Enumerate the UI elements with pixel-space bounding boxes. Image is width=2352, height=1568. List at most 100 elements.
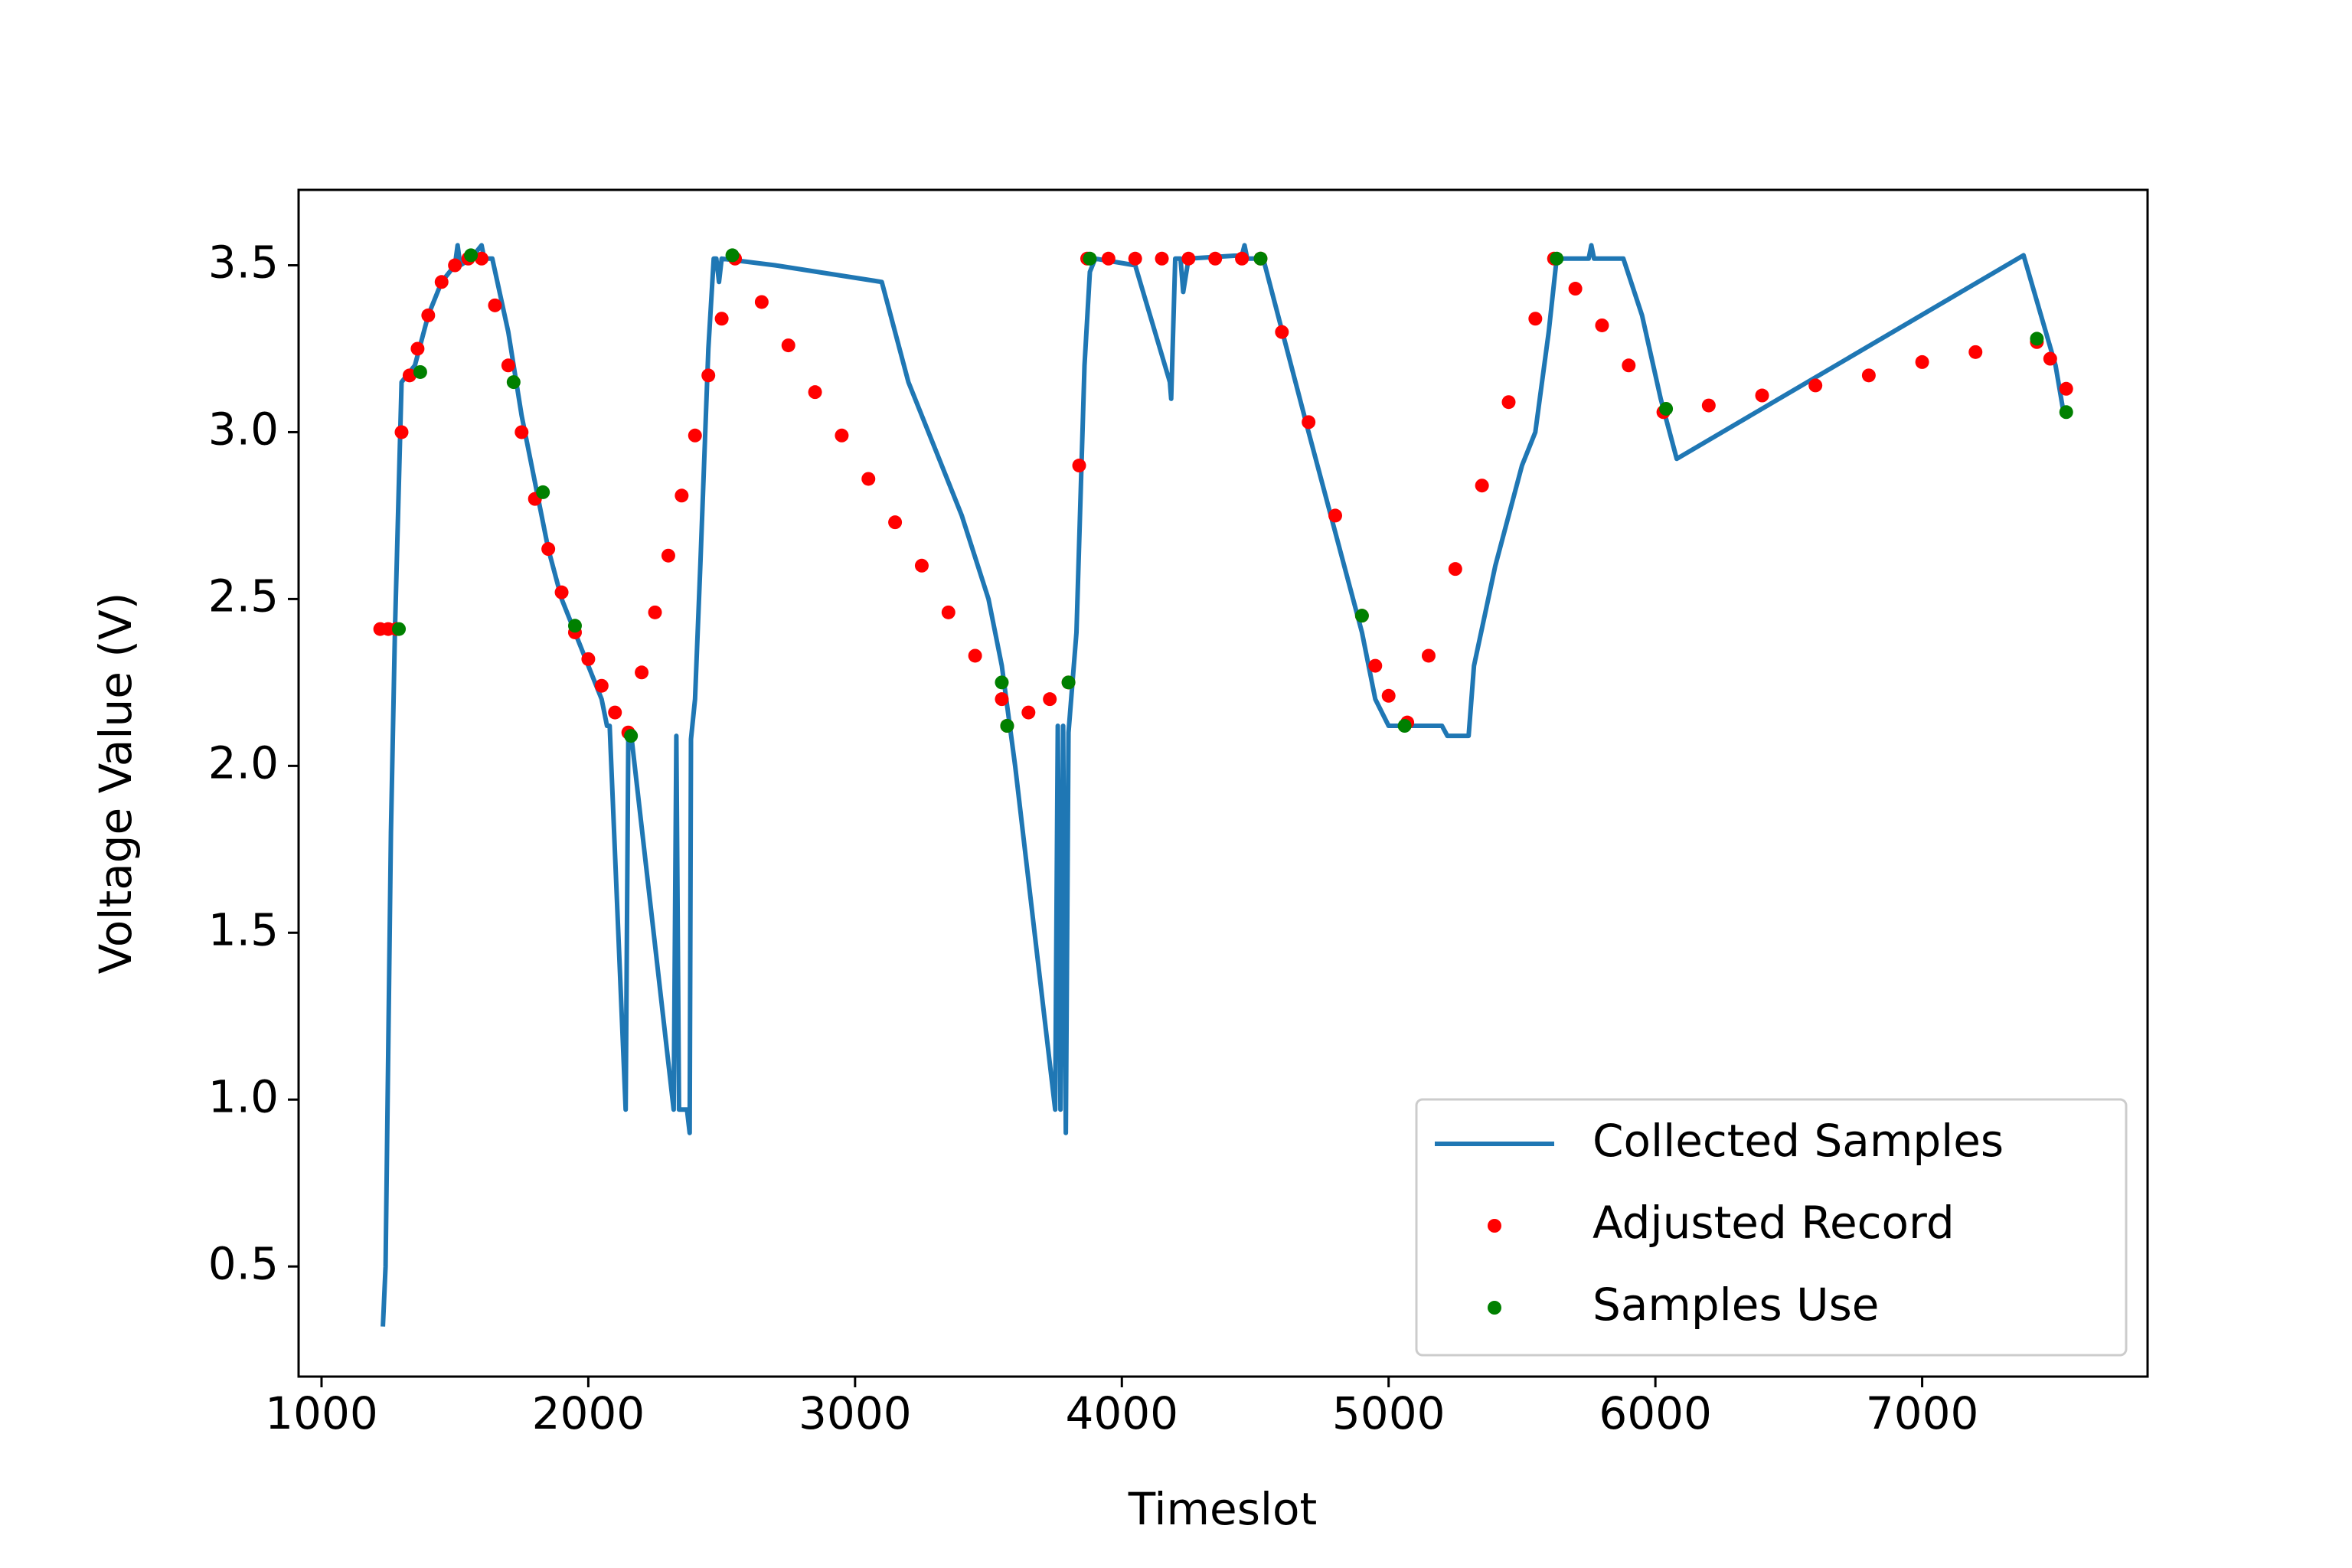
data-point — [410, 341, 425, 356]
data-point — [1128, 251, 1142, 266]
data-point — [1595, 318, 1609, 332]
data-point — [475, 251, 489, 266]
data-point — [661, 548, 675, 563]
data-point — [995, 675, 1009, 690]
data-point — [2030, 332, 2044, 346]
data-point — [1072, 459, 1086, 473]
data-point — [392, 622, 407, 636]
data-point — [1755, 388, 1769, 403]
data-point — [501, 358, 515, 373]
data-point — [1181, 251, 1196, 266]
x-tick-label: 3000 — [799, 1387, 912, 1439]
data-point — [1397, 719, 1412, 733]
data-point — [1083, 251, 1097, 266]
data-point — [624, 729, 639, 743]
data-point — [448, 258, 462, 273]
x-tick-label: 2000 — [532, 1387, 645, 1439]
data-point — [1235, 251, 1250, 266]
data-point — [701, 368, 716, 383]
data-point — [914, 558, 929, 573]
data-point — [1475, 479, 1489, 493]
y-tick-label: 3.5 — [208, 237, 279, 289]
data-point — [581, 652, 596, 666]
data-point — [1659, 401, 1674, 416]
data-point — [888, 515, 903, 530]
data-point — [1501, 395, 1516, 410]
data-point — [1550, 251, 1564, 266]
data-point — [1302, 415, 1316, 430]
data-point — [808, 385, 822, 400]
data-point — [608, 705, 622, 720]
data-point — [714, 312, 729, 326]
data-point — [413, 364, 427, 379]
data-point — [725, 248, 740, 263]
y-tick-label: 1.0 — [208, 1070, 279, 1122]
data-point — [1354, 609, 1369, 623]
data-point — [1155, 251, 1169, 266]
y-tick-label: 2.5 — [208, 570, 279, 622]
data-point — [1622, 358, 1636, 373]
x-tick-label: 1000 — [265, 1387, 378, 1439]
data-point — [968, 648, 982, 663]
data-point — [675, 488, 689, 503]
data-point — [506, 375, 521, 390]
y-tick-label: 3.0 — [208, 403, 279, 456]
data-point — [434, 275, 449, 289]
data-point — [554, 585, 569, 599]
x-tick-label: 6000 — [1599, 1387, 1712, 1439]
data-point — [1043, 692, 1057, 707]
x-tick-label: 7000 — [1866, 1387, 1979, 1439]
data-point — [1381, 688, 1396, 703]
legend-label: Collected Samples — [1592, 1115, 2004, 1167]
legend-swatch — [1488, 1219, 1501, 1233]
data-point — [995, 692, 1009, 707]
data-point — [2059, 405, 2073, 420]
data-point — [1208, 251, 1223, 266]
data-point — [1808, 378, 1823, 393]
x-axis-label: Timeslot — [1128, 1483, 1318, 1535]
legend-label: Samples Use — [1592, 1279, 1879, 1331]
data-point — [1328, 508, 1343, 523]
data-point — [594, 678, 609, 693]
data-point — [536, 485, 550, 499]
data-point — [421, 308, 436, 322]
data-point — [861, 472, 876, 486]
data-point — [1061, 675, 1076, 690]
data-point — [2043, 351, 2057, 366]
legend-box — [1415, 1098, 2128, 1357]
data-point — [941, 605, 956, 619]
x-tick-label: 4000 — [1065, 1387, 1178, 1439]
data-point — [1000, 719, 1014, 733]
data-point — [2059, 381, 2073, 396]
data-point — [1915, 354, 1929, 369]
data-point — [1968, 345, 1983, 359]
data-point — [488, 298, 502, 312]
data-point — [648, 605, 662, 619]
y-axis-label: Voltage Value (V) — [90, 593, 142, 975]
data-point — [394, 425, 409, 439]
y-tick-label: 1.5 — [208, 903, 279, 956]
data-point — [541, 542, 556, 557]
data-point — [464, 248, 479, 263]
data-point — [402, 368, 416, 383]
axes-frame — [297, 188, 2149, 1378]
data-point — [1275, 325, 1289, 339]
y-tick-label: 0.5 — [208, 1237, 279, 1289]
legend-swatch — [1488, 1301, 1501, 1315]
data-point — [1368, 658, 1383, 673]
data-point — [1021, 705, 1036, 720]
data-point — [688, 428, 702, 443]
data-point — [1253, 251, 1268, 266]
data-point — [754, 295, 769, 309]
data-point — [781, 338, 795, 353]
data-point — [567, 619, 582, 633]
data-point — [514, 425, 529, 439]
data-point — [1528, 312, 1543, 326]
data-point — [1101, 251, 1116, 266]
legend-label: Adjusted Record — [1592, 1197, 1955, 1249]
data-point — [1568, 282, 1583, 296]
data-point — [635, 665, 649, 680]
y-tick-label: 2.0 — [208, 737, 279, 789]
